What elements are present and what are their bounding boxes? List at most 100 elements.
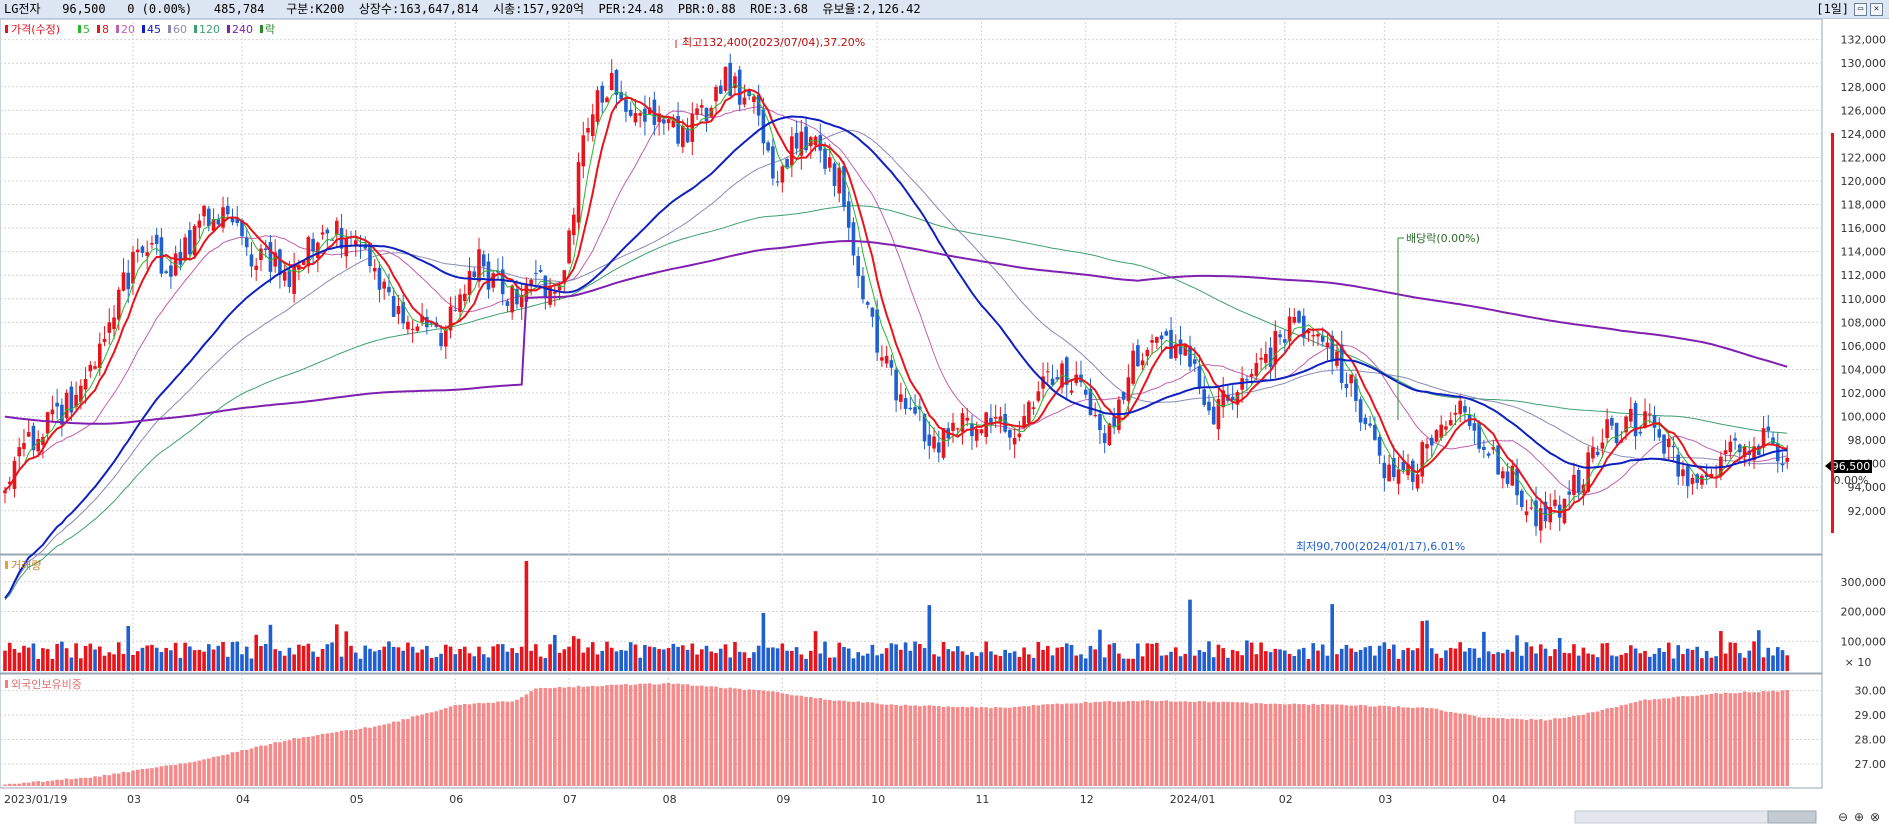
volume-bar bbox=[1510, 651, 1515, 671]
foreign-bar bbox=[173, 765, 178, 786]
foreign-bar bbox=[1292, 703, 1297, 786]
scrollbar-thumb[interactable] bbox=[1767, 810, 1817, 824]
candle-body bbox=[695, 108, 699, 115]
foreign-bar bbox=[1638, 700, 1643, 786]
volume-bar bbox=[780, 643, 785, 671]
candle-body bbox=[989, 417, 993, 425]
volume-bar bbox=[1230, 649, 1235, 671]
foreign-bar bbox=[804, 696, 808, 786]
candle-body bbox=[1396, 469, 1401, 484]
foreign-bar bbox=[145, 768, 149, 786]
volume-bar bbox=[306, 643, 311, 671]
volume-bar bbox=[1046, 645, 1050, 671]
foreign-bar bbox=[429, 712, 434, 786]
candle-body bbox=[1595, 451, 1600, 456]
volume-bar bbox=[809, 650, 813, 671]
stock-summary: LG전자 96,500 0 (0.00%) 485,784 구분:K200 상장… bbox=[4, 2, 921, 16]
foreign-bar bbox=[282, 741, 287, 786]
candle-body bbox=[1543, 501, 1548, 522]
foreign-bar bbox=[1538, 719, 1543, 786]
foreign-bar bbox=[135, 769, 140, 786]
volume-bar bbox=[1368, 645, 1372, 671]
candle-body bbox=[1121, 392, 1126, 400]
foreign-bar bbox=[439, 709, 443, 786]
foreign-bar bbox=[951, 706, 955, 786]
volume-bar bbox=[1676, 645, 1681, 671]
volume-bar bbox=[1538, 644, 1543, 671]
volume-bar bbox=[3, 650, 7, 671]
candle-body bbox=[519, 295, 524, 308]
candle-body bbox=[410, 328, 415, 330]
foreign-bar bbox=[1031, 705, 1036, 786]
volume-bar bbox=[1140, 656, 1145, 671]
volume-bar bbox=[211, 649, 216, 671]
foreign-bar bbox=[1567, 717, 1571, 786]
candle-body bbox=[1264, 353, 1268, 363]
volume-tick-label: 300,000 bbox=[1841, 576, 1887, 589]
foreign-bar bbox=[899, 705, 903, 786]
foreign-bar bbox=[1595, 711, 1600, 786]
volume-bar bbox=[268, 624, 273, 671]
candle-body bbox=[846, 201, 851, 228]
price-tick-label: 100,000 bbox=[1841, 411, 1887, 424]
moving-average-lines bbox=[4, 83, 1788, 599]
foreign-bar bbox=[339, 730, 344, 786]
close-icon[interactable]: ✕ bbox=[1870, 3, 1883, 16]
price-tick-label: 118,000 bbox=[1841, 199, 1887, 212]
dividend-annotation: 배당락(0.00%) bbox=[1397, 232, 1480, 420]
foreign-bar bbox=[410, 716, 415, 786]
volume-bar bbox=[1553, 649, 1557, 671]
foreign-bar bbox=[382, 724, 386, 786]
volume-bar bbox=[557, 652, 562, 671]
candle-body bbox=[287, 269, 292, 288]
candle-body bbox=[372, 268, 377, 272]
scrollbar[interactable] bbox=[1574, 810, 1782, 824]
volume-bar bbox=[1434, 653, 1439, 671]
period-selector[interactable]: [1일] bbox=[1816, 2, 1849, 16]
candle-body bbox=[112, 317, 116, 329]
volume-bar bbox=[861, 655, 865, 671]
candle-body bbox=[1320, 335, 1325, 342]
volume-bar bbox=[102, 655, 107, 671]
foreign-bar bbox=[235, 751, 240, 786]
volume-bar bbox=[979, 652, 984, 671]
foreign-bar bbox=[1159, 700, 1164, 786]
foreign-bar bbox=[1207, 702, 1211, 786]
foreign-bar bbox=[301, 737, 306, 786]
volume-bar bbox=[1330, 604, 1334, 671]
candle-body bbox=[1657, 429, 1662, 438]
volume-bar bbox=[1117, 653, 1121, 671]
candle-body bbox=[244, 237, 249, 248]
foreign-bar bbox=[704, 686, 709, 786]
volume-bar bbox=[766, 647, 770, 671]
zoom-out-icon[interactable]: ⊖ bbox=[1838, 810, 1848, 824]
candle-body bbox=[1363, 417, 1368, 425]
legend-item: 45 bbox=[147, 23, 161, 36]
foreign-bar bbox=[406, 719, 410, 786]
volume-bar bbox=[794, 647, 799, 671]
candle-body bbox=[880, 357, 884, 361]
candle-body bbox=[1036, 391, 1041, 401]
volume-bar bbox=[657, 649, 661, 671]
volume-bar bbox=[1017, 656, 1022, 671]
foreign-bar bbox=[1226, 701, 1230, 786]
foreign-bar bbox=[183, 763, 187, 786]
candle-body bbox=[1311, 334, 1316, 337]
volume-bar bbox=[1562, 652, 1567, 671]
zoom-reset-icon[interactable]: ⊗ bbox=[1870, 810, 1880, 824]
foreign-bar bbox=[1358, 704, 1363, 786]
volume-bar bbox=[344, 631, 349, 671]
candle-body bbox=[998, 416, 1003, 422]
volume-bar bbox=[159, 651, 164, 671]
candle-body bbox=[837, 167, 842, 194]
candle-body bbox=[1401, 461, 1406, 471]
candle-body bbox=[1382, 462, 1387, 479]
zoom-in-icon[interactable]: ⊕ bbox=[1854, 810, 1864, 824]
restore-icon[interactable]: ▭ bbox=[1854, 3, 1867, 16]
x-tick-label: 02 bbox=[1279, 793, 1293, 806]
foreign-bar bbox=[699, 685, 704, 786]
volume-bar bbox=[1685, 648, 1690, 671]
legend-swatch bbox=[97, 25, 100, 33]
volume-bar bbox=[244, 646, 249, 671]
